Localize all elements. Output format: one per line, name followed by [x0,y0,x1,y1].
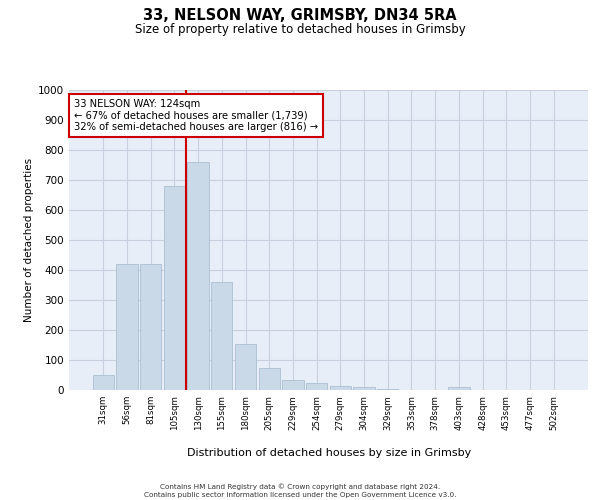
Text: Size of property relative to detached houses in Grimsby: Size of property relative to detached ho… [134,22,466,36]
Bar [259,368,280,390]
Text: 33 NELSON WAY: 124sqm
← 67% of detached houses are smaller (1,739)
32% of semi-d: 33 NELSON WAY: 124sqm ← 67% of detached … [74,99,319,132]
Text: Distribution of detached houses by size in Grimsby: Distribution of detached houses by size … [187,448,471,458]
Y-axis label: Number of detached properties: Number of detached properties [24,158,34,322]
Bar [306,382,328,390]
Bar [235,344,256,390]
Bar [329,386,351,390]
Text: Contains HM Land Registry data © Crown copyright and database right 2024.
Contai: Contains HM Land Registry data © Crown c… [144,484,456,498]
Bar [282,380,304,390]
Bar [377,388,398,390]
Text: 33, NELSON WAY, GRIMSBY, DN34 5RA: 33, NELSON WAY, GRIMSBY, DN34 5RA [143,8,457,22]
Bar [187,162,209,390]
Bar [164,186,185,390]
Bar [140,264,161,390]
Bar [116,264,137,390]
Bar [448,387,470,390]
Bar [353,387,375,390]
Bar [211,282,232,390]
Bar [92,375,114,390]
